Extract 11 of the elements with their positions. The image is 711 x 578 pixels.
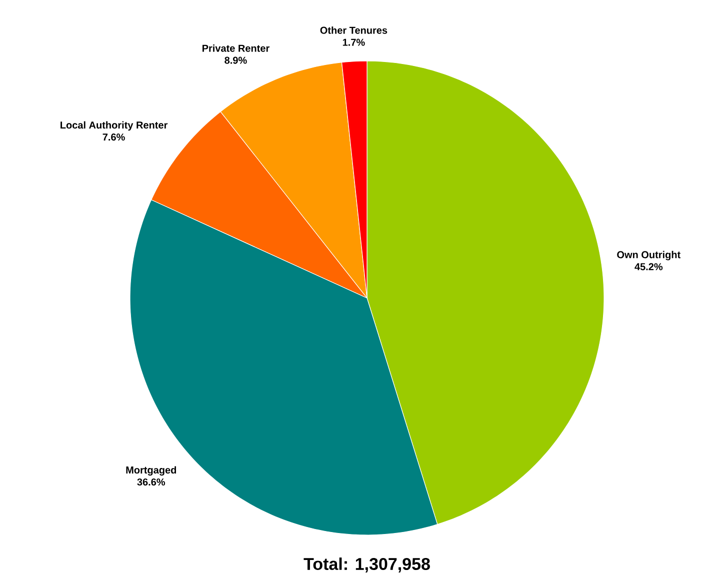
data-label: 7.6% bbox=[102, 134, 125, 141]
data-label: 36.6% bbox=[137, 478, 166, 486]
slice-label: Other Tenures bbox=[320, 26, 388, 34]
data-label: 8.9% bbox=[224, 56, 247, 64]
slice-label: Own Outright bbox=[617, 250, 680, 260]
data-label: 1.7% bbox=[342, 38, 365, 46]
slice-label: Local Authority Renter bbox=[60, 121, 168, 131]
slice-label: Mortgaged bbox=[126, 466, 176, 476]
slice-label: Private Renter bbox=[202, 44, 270, 52]
data-label: 45.2% bbox=[634, 263, 663, 270]
text: Total: 1,307,958 bbox=[304, 558, 430, 572]
